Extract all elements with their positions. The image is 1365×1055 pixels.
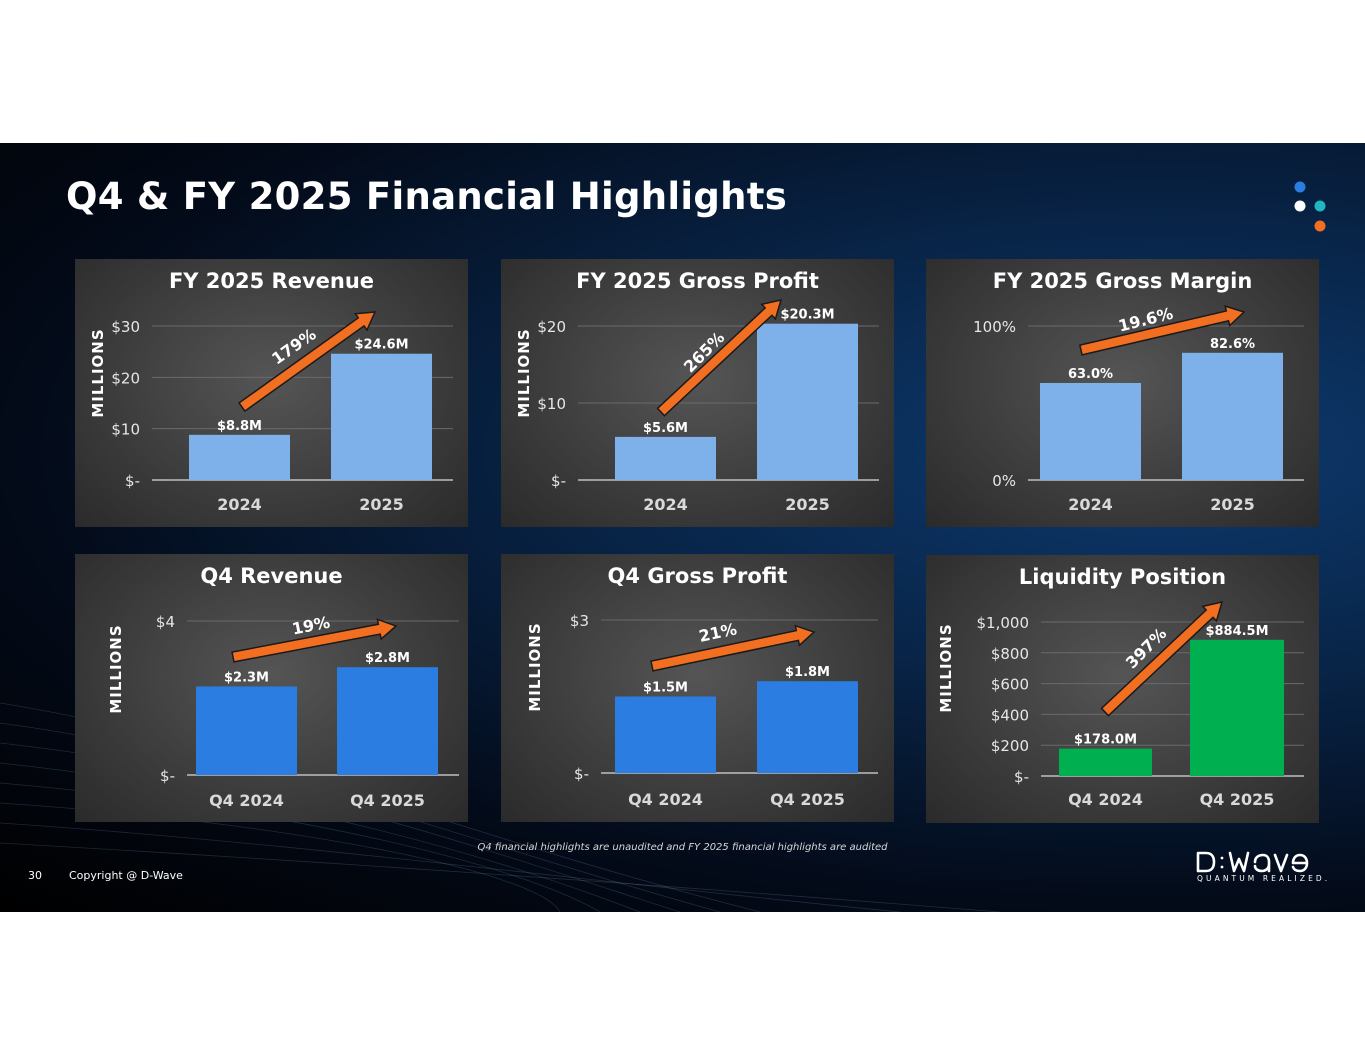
bar-2024 xyxy=(615,436,716,480)
data-label: $2.8M xyxy=(365,651,410,666)
y-tick-label: $10 xyxy=(537,395,566,413)
chart-panel-q4-gross-profit: Q4 Gross Profit MILLIONS $- $3 $1.5M Q4 202… xyxy=(501,554,894,822)
data-label: $24.6M xyxy=(354,338,408,353)
slide-title: Q4 & FY 2025 Financial Highlights xyxy=(66,175,788,218)
data-label: $5.6M xyxy=(643,421,688,436)
bar-2025 xyxy=(331,353,432,480)
y-tick-label: 0% xyxy=(992,472,1016,490)
arrow-shape xyxy=(1078,305,1246,356)
arrow-shape xyxy=(231,618,398,663)
growth-arrow-icon xyxy=(650,624,816,672)
y-tick-label: $20 xyxy=(537,318,566,336)
y-tick-label: $4 xyxy=(156,613,175,631)
y-tick-label: $200 xyxy=(991,737,1029,755)
y-tick-label: $- xyxy=(1014,768,1029,786)
logo-tagline: QUANTUM REALIZED. xyxy=(1197,874,1331,883)
data-label: $884.5M xyxy=(1205,624,1268,639)
chart-title: FY 2025 Gross Margin xyxy=(992,269,1253,293)
bar-2024 xyxy=(189,434,290,480)
chart-panel-fy-revenue: FY 2025 Revenue MILLIONS $- $10 $20 $30 $8.8… xyxy=(75,259,468,527)
x-tick-label: 2025 xyxy=(785,495,830,514)
y-tick-label: $- xyxy=(551,472,566,490)
x-tick-label: 2025 xyxy=(359,495,404,514)
chart-panel-liquidity: Liquidity Position MILLIONS $- $200 $400 $6… xyxy=(926,555,1319,823)
data-label: 63.0% xyxy=(1068,367,1113,382)
y-tick-label: $3 xyxy=(570,612,589,630)
y-tick-label: $400 xyxy=(991,706,1029,724)
copyright-text: Copyright @ D-Wave xyxy=(69,869,183,882)
growth-annotation: 21% xyxy=(697,619,738,646)
x-tick-label: Q4 2025 xyxy=(1200,790,1275,809)
data-label: $178.0M xyxy=(1074,733,1137,748)
x-tick-label: Q4 2025 xyxy=(770,790,845,809)
y-tick-label: $- xyxy=(160,767,175,785)
data-label: $1.5M xyxy=(643,681,688,696)
bar-q4-2025 xyxy=(337,667,438,775)
footnote: Q4 financial highlights are unaudited an… xyxy=(477,842,888,853)
growth-arrow-icon xyxy=(1100,600,1224,717)
chart-title: Q4 Revenue xyxy=(200,564,343,588)
x-tick-label: Q4 2024 xyxy=(209,791,284,810)
growth-arrow-icon xyxy=(238,311,377,413)
growth-arrow-icon xyxy=(656,298,783,417)
bar-2024 xyxy=(1040,382,1141,480)
growth-arrow-icon xyxy=(231,618,398,663)
bar-chart: $- $3 $1.5M Q4 2024 $1.8M Q4 2025 21% xyxy=(570,612,878,809)
chart-panel-fy-gross-margin: FY 2025 Gross Margin 0% 100% 63.0% 2024 82.6… xyxy=(926,259,1319,527)
x-tick-label: Q4 2024 xyxy=(628,790,703,809)
y-tick-label: $10 xyxy=(111,421,140,439)
bar-q4-2024 xyxy=(196,686,297,775)
y-tick-label: $800 xyxy=(991,645,1029,663)
chart-title: Liquidity Position xyxy=(1018,565,1227,589)
dwave-logo xyxy=(1196,851,1309,873)
bar-q4-2025 xyxy=(1190,639,1284,776)
x-tick-label: 2024 xyxy=(1068,495,1113,514)
chart-panel-q4-revenue: Q4 Revenue MILLIONS $- $4 $2.3M Q4 2024 $2.8… xyxy=(75,554,468,822)
chart-title: FY 2025 Revenue xyxy=(168,269,375,293)
slide: Q4 & FY 2025 Financial Highlights FY 202… xyxy=(0,143,1365,912)
y-tick-label: $- xyxy=(574,765,589,783)
data-label: 82.6% xyxy=(1210,337,1255,352)
brand-dots-icon xyxy=(1294,181,1326,232)
x-tick-label: Q4 2024 xyxy=(1068,790,1143,809)
y-tick-label: 100% xyxy=(973,318,1016,336)
bar-chart: $- $200 $400 $600 $800 $1,000 $178.0M Q4 2024 $8… xyxy=(977,600,1304,809)
arrow-shape xyxy=(650,624,816,672)
bar-q4-2025 xyxy=(757,681,858,773)
chart-title: Q4 Gross Profit xyxy=(607,564,788,588)
arrow-shape xyxy=(656,298,783,417)
page-number: 30 xyxy=(28,869,42,882)
arrow-shape xyxy=(1100,600,1224,717)
chart-title: FY 2025 Gross Profit xyxy=(576,269,819,293)
data-label: $8.8M xyxy=(217,419,262,434)
y-tick-label: $20 xyxy=(111,369,140,387)
y-tick-label: $1,000 xyxy=(977,614,1030,632)
data-label: $1.8M xyxy=(785,665,830,680)
arrow-shape xyxy=(238,311,377,413)
y-tick-label: $- xyxy=(125,472,140,490)
bar-2025 xyxy=(1182,352,1283,480)
x-tick-label: 2025 xyxy=(1210,495,1255,514)
x-tick-label: 2024 xyxy=(217,495,262,514)
chart-panel-fy-gross-profit: FY 2025 Gross Profit MILLIONS $- $10 $20 $5… xyxy=(501,259,894,527)
data-label: $20.3M xyxy=(780,308,834,323)
bar-q4-2024 xyxy=(1059,748,1152,776)
growth-arrow-icon xyxy=(1078,305,1246,356)
data-label: $2.3M xyxy=(224,670,269,685)
x-tick-label: Q4 2025 xyxy=(350,791,425,810)
y-tick-label: $30 xyxy=(111,318,140,336)
bar-q4-2024 xyxy=(615,696,716,773)
bar-2025 xyxy=(757,323,858,480)
y-tick-label: $600 xyxy=(991,676,1029,694)
x-tick-label: 2024 xyxy=(643,495,688,514)
